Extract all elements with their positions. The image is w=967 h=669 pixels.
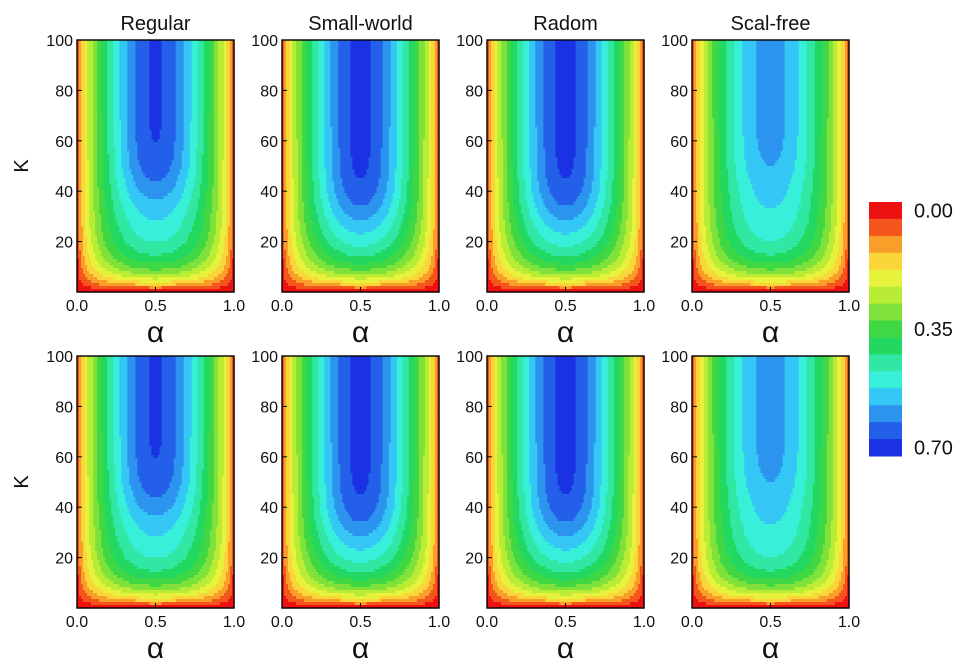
- x-tick-label: 0.0: [66, 298, 88, 315]
- contour-cells: [77, 40, 235, 293]
- panel-2: Small-world 20 40 60 80 100 0.0 0.5 1.0 α: [251, 13, 450, 349]
- y-tick-label: 40: [55, 184, 73, 201]
- x-tick-label: 0.5: [144, 298, 166, 315]
- y-tick-label: 80: [260, 83, 278, 100]
- panel-title: Regular: [120, 13, 190, 35]
- x-axis-label: α: [147, 316, 164, 349]
- y-tick-label: 60: [260, 134, 278, 151]
- y-tick-label: 40: [260, 184, 278, 201]
- y-tick-label: 20: [55, 235, 73, 252]
- contour-cells: [282, 40, 440, 293]
- y-tick-label: 20: [260, 235, 278, 252]
- x-tick-label: 0.5: [349, 298, 371, 315]
- contour-cells: [487, 40, 645, 293]
- x-axis-label: α: [352, 316, 369, 349]
- y-tick-label: 100: [251, 33, 278, 50]
- panels: Regular 20 40 60 80 100 0.0 0.5 1.0 α K Small-world…: [11, 13, 860, 665]
- x-tick-label: 1.0: [223, 298, 245, 315]
- panel-1: Regular 20 40 60 80 100 0.0 0.5 1.0 α K: [11, 13, 245, 349]
- y-tick-label: 100: [46, 33, 73, 50]
- y-tick-label: 80: [55, 83, 73, 100]
- x-tick-label: 0.0: [271, 298, 293, 315]
- y-axis-label: K: [11, 159, 33, 173]
- y-tick-label: 60: [55, 134, 73, 151]
- panel-title: Small-world: [308, 13, 412, 35]
- x-tick-label: 1.0: [428, 298, 450, 315]
